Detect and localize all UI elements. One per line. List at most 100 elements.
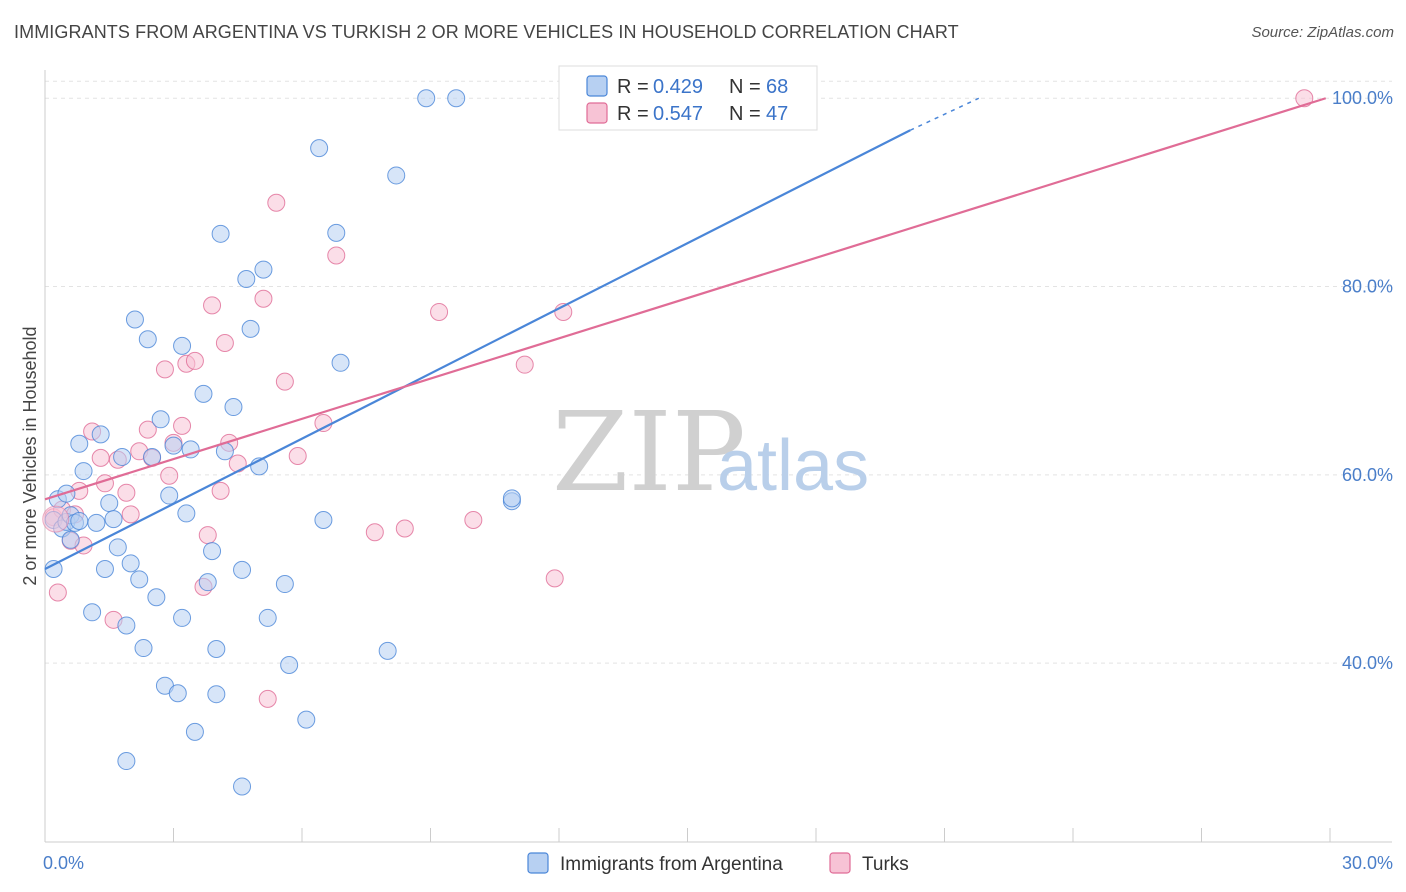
series-legend-label-argentina: Immigrants from Argentina	[560, 854, 783, 875]
point-argentina-47	[233, 560, 252, 579]
x-tick-labels: 0.0% 30.0%	[43, 853, 1393, 873]
point-argentina-7	[70, 511, 89, 530]
point-argentina-53	[275, 575, 294, 594]
point-argentina-19	[113, 447, 132, 466]
point-argentina-27	[147, 588, 166, 607]
y-tick-labels: 40.0% 60.0% 80.0% 100.0%	[1332, 88, 1393, 673]
point-turks-42	[545, 569, 564, 588]
point-turks-24	[198, 526, 217, 545]
source-credit: Source: ZipAtlas.com	[1251, 24, 1394, 41]
point-turks-8	[91, 448, 110, 467]
trend-line-argentina	[44, 129, 911, 570]
series-legend-swatch-argentina	[527, 852, 549, 874]
point-turks-20	[173, 416, 192, 435]
legend-r-value-turks: 0.547	[653, 103, 703, 125]
point-turks-13	[121, 505, 140, 524]
y-tick-label-2: 80.0%	[1342, 277, 1393, 297]
point-argentina-10	[70, 434, 89, 453]
point-argentina-40	[203, 542, 222, 561]
point-argentina-14	[91, 425, 110, 444]
point-argentina-8	[44, 559, 63, 578]
legend-n-label-argentina: N =	[729, 76, 761, 98]
point-turks-large	[42, 505, 70, 533]
point-turks-1	[48, 583, 67, 602]
point-turks-15	[138, 420, 157, 439]
point-turks-32	[267, 193, 286, 212]
watermark-zip: ZIP	[552, 388, 746, 516]
point-argentina-23	[130, 570, 149, 589]
point-argentina-45	[224, 398, 243, 417]
y-axis-label: 2 or more Vehicles in Household	[20, 326, 40, 585]
point-argentina-35	[177, 504, 196, 523]
point-argentina-31	[164, 436, 183, 455]
point-turks-17	[155, 360, 174, 379]
point-turks-31	[258, 689, 277, 708]
point-argentina-30	[160, 486, 179, 505]
trend-line-turks	[44, 97, 1327, 501]
point-argentina-13	[87, 513, 106, 532]
point-argentina-54	[280, 656, 299, 675]
point-argentina-5	[61, 530, 80, 549]
point-argentina-36	[181, 440, 200, 459]
point-turks-27	[215, 334, 234, 353]
point-argentina-61	[387, 166, 406, 185]
point-turks-36	[327, 246, 346, 265]
y-tick-label-1: 60.0%	[1342, 465, 1393, 485]
legend-n-label-turks: N =	[729, 103, 761, 125]
x-tick-label-min: 0.0%	[43, 853, 84, 873]
point-turks-41	[515, 355, 534, 374]
point-argentina-15	[95, 559, 114, 578]
point-argentina-49	[241, 319, 260, 338]
point-argentina-20	[117, 616, 136, 635]
data-points	[42, 89, 1314, 796]
point-turks-25	[203, 296, 222, 315]
point-argentina-38	[194, 384, 213, 403]
point-argentina-16	[100, 494, 119, 513]
legend-r-label-turks: R =	[617, 103, 649, 125]
point-argentina-56	[310, 139, 329, 158]
point-turks-12	[117, 483, 136, 502]
chart-title: IMMIGRANTS FROM ARGENTINA VS TURKISH 2 O…	[14, 22, 959, 42]
watermark: ZIP atlas	[552, 388, 869, 516]
x-tick-label-max: 30.0%	[1342, 853, 1393, 873]
legend-r-label-argentina: R =	[617, 76, 649, 98]
point-argentina-33	[173, 336, 192, 355]
axes	[44, 70, 1392, 843]
point-argentina-37	[185, 722, 204, 741]
point-argentina-48	[237, 270, 256, 289]
legend-n-value-turks: 47	[766, 103, 788, 125]
point-argentina-62	[417, 89, 436, 108]
point-argentina-46	[233, 777, 252, 796]
point-turks-40	[464, 511, 483, 530]
point-argentina-11	[74, 462, 93, 481]
point-turks-39	[430, 302, 449, 321]
point-argentina-63	[447, 89, 466, 108]
point-argentina-39	[198, 573, 217, 592]
trend-lines	[44, 97, 1327, 570]
point-argentina-17	[104, 510, 123, 529]
legend-n-value-argentina: 68	[766, 76, 788, 98]
y-tick-label-3: 100.0%	[1332, 88, 1393, 108]
point-argentina-28	[151, 410, 170, 429]
point-argentina-41	[207, 640, 226, 658]
point-turks-34	[288, 447, 307, 465]
watermark-atlas: atlas	[717, 426, 869, 506]
point-turks-22	[185, 351, 204, 370]
stats-legend: R = 0.429 N = 68 R = 0.547 N = 47	[558, 65, 818, 131]
point-argentina-57	[314, 511, 333, 530]
point-argentina-25	[138, 330, 157, 349]
point-argentina-59	[331, 353, 350, 372]
point-turks-18	[160, 466, 179, 485]
point-argentina-65	[502, 489, 521, 508]
point-argentina-58	[327, 223, 346, 242]
point-argentina-34	[173, 608, 192, 627]
trend-line-argentina-extension	[909, 97, 980, 131]
series-legend: Immigrants from Argentina Turks	[527, 852, 909, 875]
point-turks-38	[395, 519, 414, 538]
point-argentina-24	[134, 639, 153, 658]
point-argentina-12	[83, 603, 102, 622]
point-turks-37	[365, 523, 384, 542]
point-argentina-22	[125, 310, 144, 329]
point-turks-29	[228, 454, 247, 473]
